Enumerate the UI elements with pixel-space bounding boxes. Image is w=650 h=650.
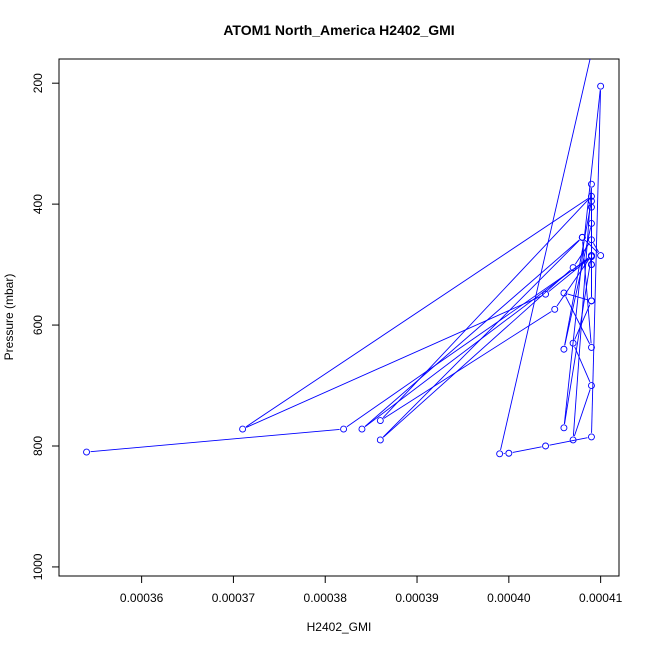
data-point [588,297,595,305]
series-line-segment [574,304,591,340]
y-axis: 200 400 600 800 1000 [31,73,59,580]
data-point [588,343,595,351]
series-line-segment [346,258,589,428]
data-point [597,82,605,90]
y-tick-label: 200 [31,73,45,93]
x-tick-label: 0.00039 [395,591,439,605]
x-tick-label: 0.00037 [212,591,256,605]
series-line-segment [512,446,542,453]
series-line-segment [364,257,589,428]
data-point [588,236,595,244]
data-point [505,449,513,457]
series-line-segment [382,269,571,438]
y-tick-label: 800 [31,436,45,456]
series-line-segment [564,204,592,346]
x-tick-label: 0.00036 [120,591,164,605]
series-line-segment [364,239,580,427]
data-point [588,382,595,389]
data-point [569,339,577,347]
data-point [376,417,384,425]
x-axis: 0.00036 0.00037 0.00038 0.00039 0.00040 0.000… [120,576,623,605]
series-line-segment [591,90,601,433]
data-point [588,50,594,56]
series-line-segment [246,295,543,428]
series-line-segment [90,428,340,453]
series-line-segment [565,296,591,345]
data-point [239,425,247,433]
x-tick-label: 0.00041 [579,591,623,605]
data-point [496,450,504,458]
y-tick-label: 1000 [31,553,45,580]
data-point [542,442,550,450]
data-point [542,290,550,298]
series-line-segment [500,59,591,451]
x-tick-label: 0.00038 [304,591,348,605]
data-point [588,203,595,211]
data-point [560,424,568,432]
data-point [569,264,577,272]
data-point [588,220,595,227]
data-point [588,433,595,441]
data-point [578,233,586,241]
data-point [588,252,595,259]
series-line-segment [549,437,588,446]
series-line-segment [563,90,601,424]
series-line-segment [564,259,592,424]
data-point [597,252,605,259]
series-line-segment [574,346,591,383]
series-line-segment [556,258,590,307]
data-point [560,289,568,297]
data-point [588,192,595,200]
data-point [83,448,90,456]
plot-area [83,50,605,458]
data-point [569,436,577,444]
data-point [588,180,595,188]
data-point [376,436,384,444]
series-line-segment [573,389,591,437]
y-tick-label: 600 [31,315,45,335]
x-tick-label: 0.00040 [487,591,531,605]
data-point [551,305,559,313]
plot-frame [58,58,620,577]
series-line-segment [564,227,592,346]
x-axis-label: H2402_GMI [307,620,372,634]
data-point [560,345,568,353]
y-tick-label: 400 [31,194,45,214]
data-point [588,261,595,269]
series-line-segment [245,198,589,428]
series-line-segment [382,239,580,438]
data-point [358,425,366,433]
data-point [340,425,348,433]
y-axis-label: Pressure (mbar) [2,274,16,361]
chart-title: ATOM1 North_America H2402_GMI [223,22,454,38]
series-line-segment [383,311,552,419]
